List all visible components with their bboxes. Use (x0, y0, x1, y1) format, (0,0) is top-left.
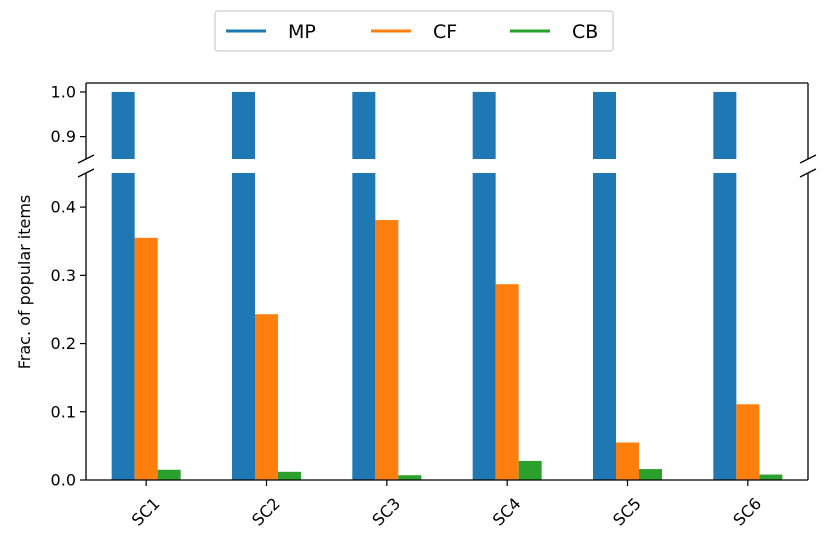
bar-cf-sc5 (616, 442, 639, 480)
bar-mp-sc3-upper (352, 91, 376, 159)
x-tick-label-sc5: SC5 (609, 494, 645, 530)
legend-label-cf: CF (433, 21, 457, 43)
y-tick-upper-0: 0.9 (51, 127, 76, 146)
bar-mp-sc3 (352, 173, 376, 480)
bar-mp-sc4-upper (472, 91, 496, 159)
x-tick-label-sc1: SC1 (128, 494, 164, 530)
break-mark-left-lower (77, 168, 95, 178)
bar-cf-sc4 (495, 284, 519, 480)
legend-label-mp: MP (288, 21, 316, 43)
y-tick-lower-1: 0.1 (51, 402, 76, 421)
y-tick-lower-4: 0.4 (51, 198, 76, 217)
bars-upper-panel (111, 91, 737, 159)
legend-label-cb: CB (572, 21, 598, 43)
bar-mp-sc2-upper (232, 91, 255, 159)
y-tick-lower-0: 0.0 (51, 471, 76, 490)
bar-cf-sc1 (134, 237, 158, 480)
y-tick-lower-3: 0.3 (51, 266, 76, 285)
x-tick-label-sc2: SC2 (248, 494, 284, 530)
x-tick-label-sc4: SC4 (489, 494, 525, 530)
upper-panel-frame (85, 82, 809, 159)
bar-mp-sc6 (713, 173, 737, 480)
bar-mp-sc2 (232, 173, 255, 480)
bar-cb-sc6 (759, 474, 783, 480)
x-tick-label-sc6: SC6 (729, 494, 765, 530)
bar-cb-sc4 (518, 460, 542, 480)
break-mark-right-lower (799, 168, 817, 178)
legend: MP CF CB (214, 10, 614, 52)
bar-mp-sc1 (111, 173, 135, 480)
break-mark-right-upper (799, 154, 817, 164)
y-axis-label: Frac. of popular items (15, 195, 34, 370)
legend-box (214, 10, 614, 52)
bar-cf-sc2 (255, 314, 278, 480)
axis-break-marks (77, 154, 817, 178)
y-tick-lower-2: 0.2 (51, 334, 76, 353)
bar-mp-sc6-upper (713, 91, 737, 159)
bar-cb-sc1 (157, 469, 181, 480)
x-ticks: SC1 SC2 SC3 SC4 SC5 SC6 (128, 480, 765, 530)
bars-lower-panel (111, 173, 783, 480)
bar-cb-sc3 (398, 475, 422, 480)
bar-mp-sc4 (472, 173, 496, 480)
break-mark-left-upper (77, 154, 95, 164)
bar-cb-sc2 (278, 471, 301, 480)
lower-panel-frame (85, 173, 809, 481)
y-ticks: 0.0 0.1 0.2 0.3 0.4 0.9 1.0 (51, 82, 86, 490)
bar-mp-sc1-upper (111, 91, 135, 159)
bar-cf-sc6 (736, 404, 760, 480)
bar-cb-sc5 (639, 469, 662, 480)
bar-mp-sc5 (593, 173, 616, 480)
bar-mp-sc5-upper (593, 91, 616, 159)
y-tick-upper-1: 1.0 (51, 82, 76, 101)
x-tick-label-sc3: SC3 (368, 494, 404, 530)
bar-cf-sc3 (375, 220, 399, 480)
